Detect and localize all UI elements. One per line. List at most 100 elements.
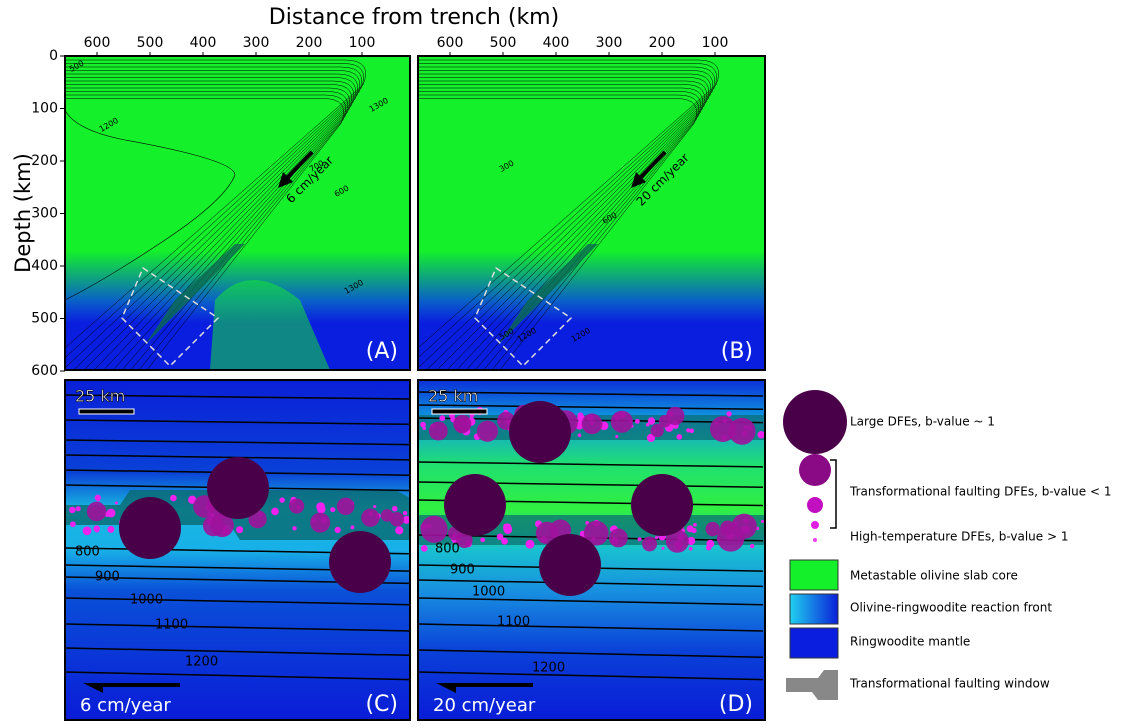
- dfe-small: [693, 523, 697, 527]
- dfe-medium: [361, 509, 379, 527]
- legend-label: Transformational faulting DFEs, b-value …: [849, 485, 1111, 499]
- dfe-small: [526, 540, 535, 549]
- isotherm-label: 1200: [185, 655, 218, 670]
- dfe-medium: [710, 416, 736, 442]
- dfe-small: [726, 411, 731, 416]
- figure-title: Distance from trench (km): [269, 5, 559, 30]
- dfe-medium: [609, 529, 628, 548]
- dfe-small: [661, 547, 664, 550]
- panel-c: 800 900 1000 1100 1200 25 km 6 cm/year: [65, 380, 411, 720]
- dfe-small: [689, 547, 693, 551]
- velocity-label: 20 cm/year: [433, 695, 536, 716]
- dfe-small: [351, 525, 355, 529]
- dfe-medium: [651, 424, 664, 437]
- dfe-small: [504, 524, 508, 528]
- legend-symbols: [783, 390, 847, 700]
- y-tick-label: 300: [31, 206, 58, 222]
- x-tick-label: 100: [702, 35, 729, 51]
- dfe-small: [317, 505, 326, 514]
- dfe-small: [635, 419, 640, 424]
- dfe-small: [69, 507, 76, 514]
- dfe-small: [615, 435, 618, 438]
- dfe-medium: [429, 422, 448, 441]
- y-tick-label: 0: [49, 48, 58, 64]
- dfe-small: [750, 544, 754, 548]
- legend-label: Large DFEs, b-value ~ 1: [850, 415, 995, 429]
- dfe-large: [207, 457, 269, 519]
- dfe-small: [335, 527, 341, 533]
- dfe-medium: [642, 537, 657, 552]
- dfe-small: [687, 525, 694, 532]
- isotherm-label: 800: [435, 542, 460, 557]
- y-tick-label: 100: [31, 101, 58, 117]
- y-tick-label: 400: [31, 258, 58, 274]
- legend-label: Ringwoodite mantle: [850, 635, 970, 649]
- isotherm-label: 1200: [532, 661, 565, 676]
- panel-label: (D): [719, 692, 753, 717]
- dfe-small: [655, 536, 658, 539]
- legend-label: Metastable olivine slab core: [850, 569, 1018, 583]
- dfe-large: [539, 534, 601, 596]
- y-tick-label: 200: [31, 153, 58, 169]
- dfe-medium: [611, 411, 633, 433]
- dfe-large: [119, 497, 181, 559]
- dfe-large: [329, 531, 391, 593]
- dfe-small: [403, 511, 407, 515]
- x-tick-label: 100: [349, 35, 376, 51]
- dfe-small: [292, 526, 296, 530]
- dfe-small: [279, 497, 284, 502]
- x-tick-label: 200: [296, 35, 323, 51]
- legend-label: Olivine-ringwoodite reaction front: [850, 601, 1052, 615]
- x-tick-label: 600: [437, 35, 464, 51]
- scale-label: 25 km: [428, 387, 478, 406]
- dfe-small: [497, 534, 504, 541]
- dfe-small: [373, 505, 376, 508]
- dfe-medium: [310, 513, 330, 533]
- dfe-small: [686, 428, 690, 432]
- dfe-medium: [289, 498, 304, 513]
- dfe-small: [676, 434, 682, 440]
- panel-label: (B): [721, 339, 753, 364]
- dfe-small: [761, 520, 764, 523]
- dfe-small: [422, 427, 426, 431]
- panel-label: (A): [366, 339, 398, 364]
- dfe-small: [107, 526, 114, 533]
- dfe-medium: [381, 509, 394, 522]
- dfe-small: [271, 508, 279, 516]
- dfe-small: [578, 433, 582, 437]
- isotherm-label: 1000: [130, 593, 163, 608]
- dfe-medium: [717, 524, 744, 551]
- dfe-small: [395, 526, 403, 534]
- isotherm-label: 900: [450, 563, 475, 578]
- dfe-small: [480, 537, 485, 542]
- dfe-small: [95, 528, 99, 532]
- dfe-large: [631, 474, 693, 536]
- isotherm-label: 900: [95, 570, 120, 585]
- scale-bar: [432, 409, 487, 414]
- dfe-small: [648, 417, 655, 424]
- dfe-medium: [454, 418, 470, 434]
- dfe-small: [83, 526, 92, 535]
- scale-label: 25 km: [75, 387, 125, 406]
- dfe-small: [115, 501, 118, 504]
- x-tick-label: 400: [190, 35, 217, 51]
- dfe-small: [706, 540, 714, 548]
- dfe-small: [76, 506, 81, 511]
- isotherm-label: 800: [75, 545, 100, 560]
- x-tick-label: 500: [490, 35, 517, 51]
- dfe-small: [170, 495, 177, 502]
- dfe-small: [96, 497, 100, 501]
- x-tick-label: 200: [649, 35, 676, 51]
- dfe-large: [509, 401, 571, 463]
- velocity-label: 6 cm/year: [80, 695, 171, 716]
- x-tick-label: 400: [543, 35, 570, 51]
- dfe-medium: [582, 413, 603, 434]
- y-tick-label: 600: [31, 363, 58, 379]
- dfe-small: [637, 537, 641, 541]
- isotherm-label: 1100: [155, 618, 188, 633]
- dfe-large: [444, 474, 506, 536]
- dfe-medium: [337, 498, 355, 516]
- dfe-small: [70, 521, 76, 527]
- x-tick-label: 300: [596, 35, 623, 51]
- isotherm-label: 1100: [497, 615, 530, 630]
